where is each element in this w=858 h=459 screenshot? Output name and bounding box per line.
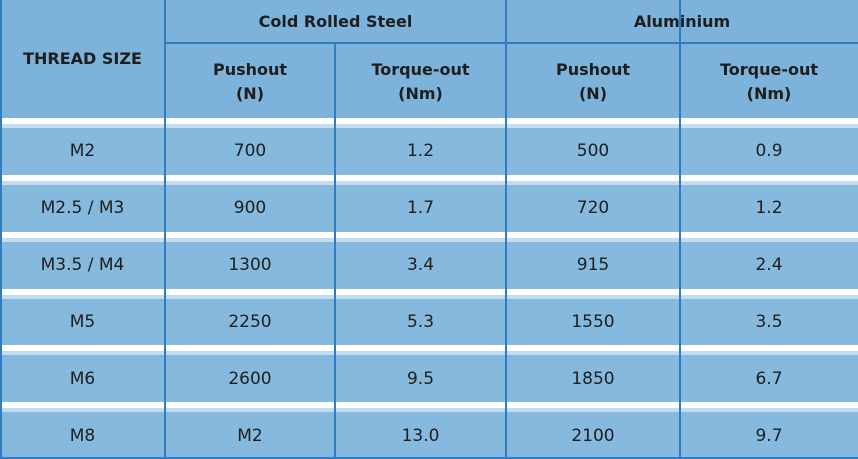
- table-cell: 915: [576, 255, 610, 276]
- subheader-line: (N): [578, 83, 607, 103]
- table-cell: 2100: [571, 425, 615, 446]
- table-cell: 1850: [571, 368, 615, 389]
- table-cell: 500: [576, 141, 610, 162]
- table-cell: 1550: [571, 311, 615, 332]
- table-cell: 2250: [228, 311, 272, 332]
- subheader-line: (Nm): [746, 83, 792, 103]
- row-separator-light: [0, 180, 858, 185]
- subheader-line: Pushout: [212, 59, 288, 79]
- table-cell: 0.9: [755, 141, 783, 162]
- table-cell: 900: [233, 198, 267, 219]
- table-cell: 9.7: [755, 425, 783, 446]
- row-separator: [0, 345, 858, 352]
- table-cell: 1.2: [755, 198, 783, 219]
- column-border: [164, 0, 166, 459]
- subheader-line: (Nm): [398, 83, 443, 103]
- table-cell: 1.7: [406, 198, 435, 219]
- table-cell: M8: [69, 425, 96, 446]
- subheader-line: Torque-out: [719, 59, 819, 79]
- table-cell: 1.2: [406, 141, 435, 162]
- table-cell: 3.5: [755, 311, 783, 332]
- header-border: [165, 42, 858, 44]
- table-cell: 3.4: [406, 255, 435, 276]
- table-cell: M2: [237, 425, 263, 446]
- header-cell: THREAD SIZE: [23, 49, 142, 68]
- border: [0, 0, 2, 459]
- subheader-cell: Pushout (N): [165, 45, 335, 118]
- table-cell: 1300: [228, 255, 272, 276]
- table-cell: 13.0: [401, 425, 440, 446]
- subheader-cell: Torque-out (Nm): [680, 45, 858, 118]
- table-cell: 9.5: [406, 368, 435, 389]
- header-bg: [0, 0, 858, 118]
- row-separator-light: [0, 237, 858, 242]
- table-cell: 6.7: [755, 368, 783, 389]
- row-separator: [0, 118, 858, 124]
- table-cell: M2.5 / M3: [40, 198, 125, 219]
- table-cell: M6: [69, 368, 96, 389]
- row-separator-light: [0, 124, 858, 128]
- table-cell: 2600: [228, 368, 272, 389]
- row-separator: [0, 174, 858, 181]
- table-cell: 720: [576, 198, 610, 219]
- table-cell: 5.3: [406, 311, 435, 332]
- column-border: [334, 43, 336, 459]
- column-border: [679, 0, 681, 459]
- subheader-line: (N): [235, 83, 264, 103]
- row-separator: [0, 402, 858, 409]
- row-separator-light: [0, 351, 858, 356]
- border: [0, 457, 858, 459]
- group-header: Cold Rolled Steel: [258, 11, 413, 31]
- subheader-cell: Torque-out (Nm): [335, 45, 506, 118]
- subheader-cell: Pushout (N): [506, 45, 680, 118]
- subheader-line: Pushout: [555, 59, 631, 79]
- table-cell: 700: [233, 141, 267, 162]
- column-border: [505, 0, 507, 459]
- row-separator-light: [0, 408, 858, 413]
- row-separator: [0, 288, 858, 295]
- subheader-line: Torque-out: [371, 59, 470, 79]
- group-header: Aluminium: [633, 11, 731, 31]
- table-cell: M2: [69, 141, 96, 162]
- row-separator-light: [0, 294, 858, 299]
- table-cell: M5: [69, 311, 96, 332]
- table-cell: M3.5 / M4: [40, 255, 125, 276]
- row-separator: [0, 231, 858, 238]
- table-cell: 2.4: [755, 255, 783, 276]
